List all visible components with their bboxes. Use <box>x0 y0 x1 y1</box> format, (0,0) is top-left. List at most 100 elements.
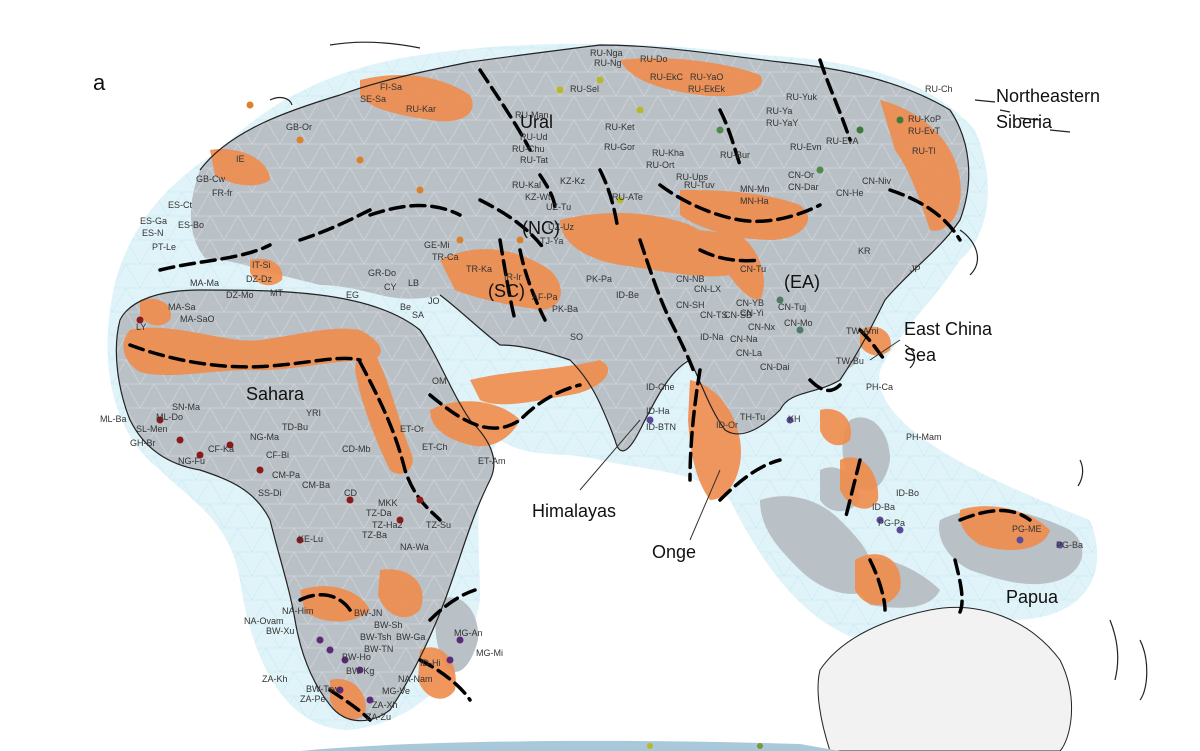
sample-label: CF-Bi <box>266 450 289 460</box>
sample-label: CN-Tuj <box>778 302 806 312</box>
sample-label: CN-SH <box>676 300 705 310</box>
sample-label: TR-Ka <box>466 264 492 274</box>
sample-label: CN-Nx <box>748 322 775 332</box>
sample-label: NG-Ma <box>250 432 279 442</box>
sample-label: RU-EkEk <box>688 84 726 94</box>
sample-label: CN-Niv <box>862 176 891 186</box>
sample-label: CN-Dai <box>760 362 790 372</box>
sample-label: TH-Tu <box>740 412 765 422</box>
sample-label: BW-JN <box>354 608 382 618</box>
sample-label: NA-Him <box>282 606 314 616</box>
sample-label: GR-Do <box>368 268 396 278</box>
sample-label: MG-Ve <box>382 686 410 696</box>
sample-label: ID-Na <box>700 332 724 342</box>
sample-label: CN-He <box>836 188 864 198</box>
sample-label: KR <box>858 246 871 256</box>
sample-label: FR-fr <box>212 188 233 198</box>
sample-label: BW-TN <box>364 644 393 654</box>
sample-label: TJ-Ya <box>540 236 563 246</box>
sample-label: PG-Ba <box>1056 540 1083 550</box>
sample-label: CN-NB <box>676 274 705 284</box>
sample-label: IT-Si <box>252 260 271 270</box>
sample-label: CN-SB <box>724 310 752 320</box>
sample-label: CN-Tu <box>740 264 766 274</box>
sample-label: ID-Ha <box>646 406 670 416</box>
next-panel-sliver <box>300 740 840 751</box>
sample-label: CN-La <box>736 348 762 358</box>
sample-label: TW-Bu <box>836 356 864 366</box>
sample-label: IE <box>236 154 245 164</box>
sample-label: ID-Bo <box>896 488 919 498</box>
sample-label: TZ-Ha2 <box>372 520 403 530</box>
sample-label: ID-Hi <box>420 658 441 668</box>
sample-label: ID-BTN <box>646 422 676 432</box>
sample-label: SL-Men <box>136 424 168 434</box>
sample-label: ZA-Zu <box>366 712 391 722</box>
sample-label: CD <box>344 488 357 498</box>
sample-label: FI-Sa <box>380 82 402 92</box>
sample-label: ET-Am <box>478 456 506 466</box>
label-sahara: Sahara <box>246 384 305 404</box>
sample-label: Be <box>400 302 411 312</box>
sample-label: EG <box>346 290 359 300</box>
sample-label: MG-An <box>454 628 483 638</box>
sample-label: RU-Ort <box>646 160 675 170</box>
sample-label: KE-Lu <box>298 534 323 544</box>
sample-label: RU-Tuv <box>684 180 715 190</box>
sample-label: BW-Ga <box>396 632 425 642</box>
sample-label: MT <box>270 288 283 298</box>
sample-label: YRI <box>306 408 321 418</box>
sample-label: PK-Pa <box>586 274 612 284</box>
sample-label: PT-Le <box>152 242 176 252</box>
sample-label: TZ-Da <box>366 508 392 518</box>
sample-label: CM-Pa <box>272 470 300 480</box>
sample-label: CD-Mb <box>342 444 371 454</box>
sample-label: RU-Kha <box>652 148 684 158</box>
sample-label: RU-Ch <box>925 84 953 94</box>
sample-label: ML-Do <box>156 412 183 422</box>
sample-label: ES-Ga <box>140 216 167 226</box>
sample-label: GH-Br <box>130 438 156 448</box>
sample-label: AF-Pa <box>532 292 558 302</box>
sample-label: RU-Man <box>515 110 549 120</box>
sample-label: RU-ATe <box>612 192 643 202</box>
sample-label: ID-Or <box>716 420 738 430</box>
sample-label: RU-Sel <box>570 84 599 94</box>
sample-label: MA-SaO <box>180 314 215 324</box>
sample-label: DZ-Mo <box>226 290 254 300</box>
sample-label: RU-Ket <box>605 122 635 132</box>
label-northeastern: Northeastern <box>996 86 1100 106</box>
sample-label: UZ-Tu <box>546 202 571 212</box>
sample-label: ML-Ba <box>100 414 127 424</box>
sample-label: KZ-Kz <box>560 176 586 186</box>
sample-label: MA-Sa <box>168 302 196 312</box>
sample-label: BW-Tsh <box>360 632 391 642</box>
sample-label: BW-Sh <box>374 620 402 630</box>
label-papua: Papua <box>1006 587 1059 607</box>
sample-label: RU-Yuk <box>786 92 818 102</box>
sample-label: SN-Ma <box>172 402 200 412</box>
sample-label: RU-Ud <box>520 132 548 142</box>
sample-label: IR-Ir <box>504 272 522 282</box>
sample-labels: RU-Nga RU-Do RU-Sel RU-Ng RU-YaO RU-EkC … <box>100 48 1083 722</box>
label-siberia: Siberia <box>996 112 1053 132</box>
sample-label: MN-Mn <box>740 184 770 194</box>
region-labels: a Ural Northeastern Siberia (NC) (SC) (E… <box>93 70 1100 607</box>
sample-label: JP <box>910 264 921 274</box>
sample-label: SE-Sa <box>360 94 386 104</box>
sample-label: OM <box>432 376 447 386</box>
sample-label: GE-Mi <box>424 240 450 250</box>
sample-label: KZ-Wt <box>525 192 551 202</box>
sample-label: RU-KoP <box>908 114 941 124</box>
barrier-areas <box>123 58 1050 720</box>
sample-label: RU-Do <box>640 54 668 64</box>
sample-label: JO <box>428 296 440 306</box>
sample-label: MN-Ha <box>740 196 769 206</box>
sample-label: CN-Or <box>788 170 814 180</box>
label-sc: (SC) <box>488 281 525 301</box>
sample-label: SS-Di <box>258 488 282 498</box>
label-onge: Onge <box>652 542 696 562</box>
label-nc: (NC) <box>522 218 560 238</box>
